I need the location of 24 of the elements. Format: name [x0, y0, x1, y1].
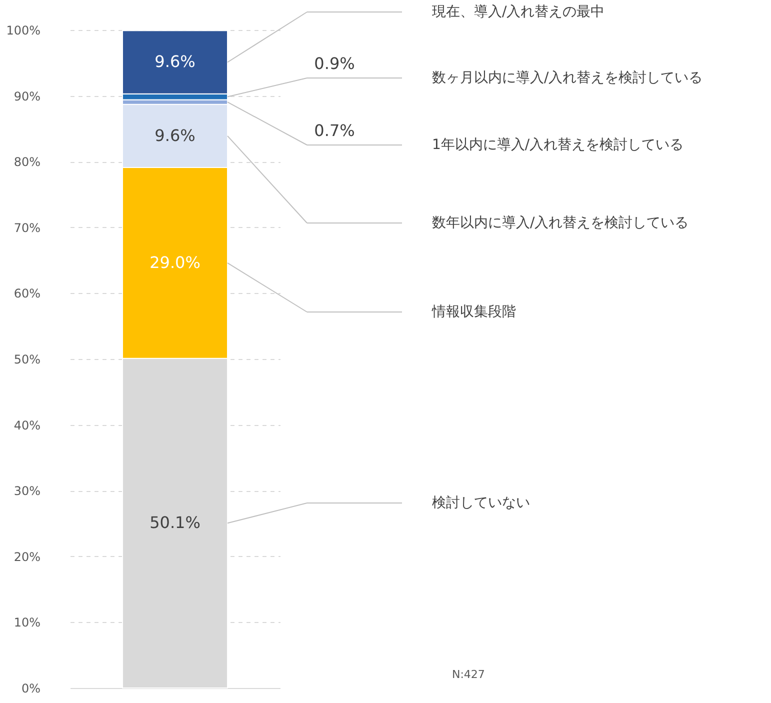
y-tick-label: 30% [14, 484, 40, 498]
text: N:427 [452, 668, 485, 681]
y-tick-label: 0% [21, 682, 40, 696]
data-label: 9.6% [154, 126, 196, 145]
data-label: 0.9% [314, 54, 355, 73]
text: 1年以内に導入/入れ替えを検討している [432, 137, 684, 153]
y-tick-label: 100% [6, 24, 40, 38]
y-tick-label: 90% [14, 89, 40, 104]
data-label: 50.1% [150, 513, 200, 532]
data-label: 29.0% [150, 252, 200, 272]
y-tick-label: 70% [14, 220, 40, 235]
text: 数年以内に導入/入れ替えを検討している [432, 215, 689, 231]
data-label: 9.6% [154, 52, 196, 72]
y-tick-label: 60% [14, 286, 40, 301]
text: 現在、導入/入れ替えの最中 [432, 4, 605, 20]
text: 検討していない [432, 495, 530, 511]
y-tick-label: 40% [14, 418, 40, 432]
y-tick-label: 20% [14, 550, 40, 564]
y-tick-label: 10% [14, 616, 40, 630]
text: 情報収集段階 [431, 304, 516, 320]
y-tick-label: 50% [14, 352, 40, 366]
data-label: 0.7% [314, 121, 355, 140]
y-tick-label: 80% [14, 155, 40, 170]
text: 数ヶ月以内に導入/入れ替えを検討している [432, 70, 703, 86]
